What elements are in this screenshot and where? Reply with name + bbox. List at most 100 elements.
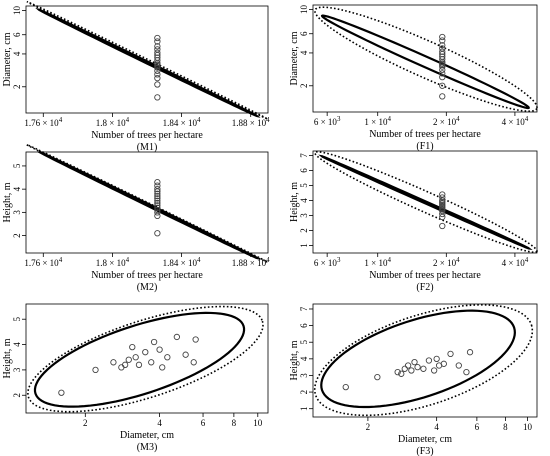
data-point-4 [398,370,405,377]
data-point-10 [154,192,161,200]
outer-ellipse-dotted [313,304,534,417]
data-point-8 [411,359,418,366]
y-tick-label-4: 5 [12,316,22,321]
data-point-11 [154,190,161,197]
data-point-2 [439,213,446,221]
data-point-5 [439,66,446,73]
x-tick-label-3: 6 [201,418,206,428]
data-point-5 [154,204,161,211]
data-point-12 [439,194,446,201]
y-tick-label-3: 3 [299,373,309,378]
data-point-11 [154,54,161,61]
x-tick-label-3: 1.84 × 104 [163,256,201,268]
x-tick-label-1: 1.76 × 104 [24,256,62,268]
data-point-1 [58,389,65,396]
data-point-11 [148,359,155,366]
inner-ellipse [38,150,261,260]
y-axis-label: Height, m [289,182,300,222]
x-tick-label-2: 1 × 104 [364,256,391,268]
y-axis-label: Height, m [289,340,300,380]
data-point-1 [439,93,446,100]
data-point-3 [154,74,161,82]
x-tick-label-2: 4 [434,422,439,432]
inner-ellipse [318,154,533,251]
data-point-12 [430,367,438,374]
x-tick-label-4: 8 [232,418,237,428]
y-axis-label: Height, m [2,182,13,222]
data-point-9 [135,361,143,368]
data-point-3 [154,209,161,216]
plot-frame [25,151,269,254]
x-tick-exponent: 4 [525,256,529,264]
data-point-3 [439,73,446,81]
x-tick-exponent: 4 [456,256,460,264]
data-point-2 [92,366,99,374]
data-point-5 [401,365,408,372]
data-point-13 [159,364,166,371]
x-tick-exponent: 4 [388,115,392,123]
y-tick-label-1: 2 [12,393,22,398]
x-tick-label-1: 6 × 103 [314,256,341,268]
data-point-10 [420,365,427,372]
y-tick-label-2: 2 [299,390,309,395]
panel-title: (M2) [137,282,158,293]
x-tick-label-3: 2 × 104 [433,115,460,127]
x-tick-exponent: 4 [266,116,270,124]
x-tick-label-4: 8 [503,422,508,432]
plot-frame [312,150,538,254]
data-point-7 [408,367,415,374]
panel-title: (F3) [416,446,433,456]
data-point-17 [190,359,197,366]
y-tick-label-1: 2 [299,84,309,89]
data-point-10 [142,349,149,356]
y-tick-label-3: 6 [299,31,309,36]
data-point-2 [439,82,446,89]
x-tick-label-3: 6 [475,422,480,432]
data-point-7 [154,199,161,207]
inner-ellipse [320,14,530,110]
y-tick-label-6: 6 [299,168,309,173]
data-point-14 [440,360,447,367]
x-axis-label: Number of trees per hectare [91,130,203,141]
data-point-15 [447,350,454,358]
data-point-13 [439,48,446,55]
x-tick-label-3: 1.84 × 104 [163,116,201,128]
x-axis-label: Diameter, cm [398,434,452,445]
data-point-8 [154,197,161,204]
data-point-15 [439,42,446,49]
data-point-9 [414,363,421,371]
data-point-2 [374,373,381,381]
x-axis-label: Diameter, cm [120,430,174,441]
x-tick-exponent: 4 [388,256,392,264]
data-point-11 [439,197,446,204]
plot-frame [25,5,269,114]
y-tick-label-4: 10 [299,5,309,15]
data-point-11 [439,53,446,60]
data-point-6 [125,356,132,363]
y-tick-label-1: 2 [12,233,22,238]
y-axis-label: Height, m [2,338,13,378]
data-point-16 [154,38,161,45]
x-tick-label-4: 1.88 × 104 [232,256,270,268]
data-point-5 [154,67,161,74]
y-tick-label-2: 3 [12,210,22,215]
x-tick-label-3: 2 × 104 [433,256,460,268]
x-tick-label-1: 2 [83,418,88,428]
y-tick-label-2: 4 [12,51,22,56]
y-tick-label-3: 3 [299,213,309,218]
x-tick-label-5: 10 [253,418,263,428]
x-tick-label-2: 1 × 104 [364,115,391,127]
data-point-3 [110,359,117,366]
panel-m1: 1.76 × 104 1.8 × 104 1.84 × 104 1.88 × 104 2… [2,0,270,153]
x-axis-label: Number of trees per hectare [369,129,481,140]
panel-m2: 1.76 × 104 1.8 × 104 1.84 × 104 1.88 × 104 2… [2,143,270,293]
data-point-18 [192,336,199,343]
data-point-1 [154,94,161,101]
data-point-1 [342,383,349,391]
data-point-14 [154,182,161,189]
inner-ellipse [33,311,246,408]
panel-m3: 2 4 6 8 10 2 3 4 5 Diameter, cm Height, m (M3) [2,303,269,453]
x-tick-exponent: 4 [197,256,201,264]
y-tick-label-5: 5 [299,183,309,188]
